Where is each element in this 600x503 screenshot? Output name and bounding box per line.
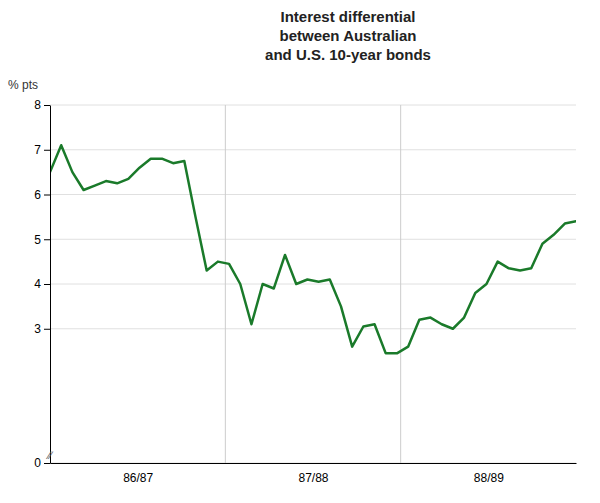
x-axis-line (51, 463, 577, 464)
chart: 86/87 87/88 88/89 0 3 4 5 6 7 8 ∕∕ % pts Interest di… (0, 0, 600, 503)
grid-line (50, 328, 576, 329)
y-tick-mark (44, 329, 50, 330)
y-tick-label: 8 (34, 98, 41, 112)
y-tick-label: 5 (34, 233, 41, 247)
grid-line (50, 284, 576, 285)
x-tick: 86/87 (123, 463, 153, 485)
x-tick: 88/89 (474, 463, 504, 485)
x-tick-label: 86/87 (123, 471, 153, 485)
section-divider (225, 105, 226, 463)
y-tick-mark (44, 105, 50, 106)
grid-line (50, 239, 576, 240)
y-tick-label: 0 (34, 456, 41, 470)
y-tick-label: 3 (34, 322, 41, 336)
grid-line (50, 105, 576, 106)
y-tick-mark (44, 284, 50, 285)
plot-area (50, 145, 576, 353)
section-divider (400, 105, 401, 463)
grid-line (50, 149, 576, 150)
y-tick: 4 (34, 277, 50, 291)
y-tick-mark (44, 195, 50, 196)
data-line (50, 145, 576, 353)
x-axis: 86/87 87/88 88/89 (51, 463, 577, 485)
x-tick-label: 87/88 (298, 471, 328, 485)
y-tick: 8 (34, 98, 50, 112)
title-line: between Australian (280, 27, 417, 44)
axis-break: ∕∕ (45, 449, 54, 461)
x-tick-label: 88/89 (474, 471, 504, 485)
grid (50, 105, 576, 463)
y-axis: 0 3 4 5 6 7 8 (34, 98, 50, 470)
y-tick-label: 6 (34, 188, 41, 202)
x-tick: 87/88 (298, 463, 328, 485)
y-axis-line (50, 106, 51, 464)
y-tick: 5 (34, 233, 50, 247)
y-tick-mark (44, 239, 50, 240)
grid-line (50, 194, 576, 195)
y-tick: 3 (34, 322, 50, 336)
y-tick-mark (44, 150, 50, 151)
y-tick: 7 (34, 143, 50, 157)
title-line: and U.S. 10-year bonds (265, 46, 431, 63)
y-tick: 6 (34, 188, 50, 202)
y-axis-title: % pts (8, 78, 38, 92)
title: Interest differential between Australian a… (265, 8, 431, 63)
y-tick-mark (44, 463, 50, 464)
y-tick-label: 7 (34, 143, 41, 157)
title-line: Interest differential (280, 8, 415, 25)
grid-line (50, 463, 576, 464)
y-tick-label: 4 (34, 277, 41, 291)
